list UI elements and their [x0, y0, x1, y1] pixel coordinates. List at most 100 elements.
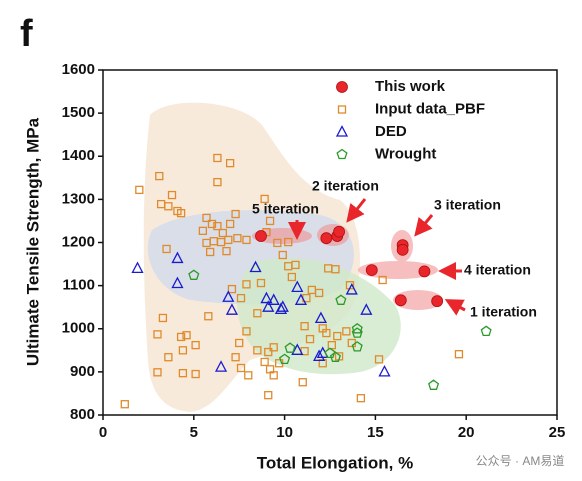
point: [329, 351, 341, 362]
watermark: 公众号 · AM易道: [476, 454, 565, 468]
point: [324, 347, 336, 359]
point: [262, 300, 275, 312]
point: [224, 235, 233, 245]
point: [191, 369, 200, 379]
point: [158, 313, 168, 323]
point: [256, 278, 266, 288]
point: [396, 243, 409, 256]
point: [178, 369, 188, 378]
x-axis-title: Total Elongation, %: [257, 453, 413, 472]
point: [300, 322, 309, 331]
point: [314, 311, 327, 324]
point: [164, 353, 173, 362]
annotation: 1 iteration: [470, 304, 537, 320]
annotation: 5 iteration: [252, 201, 319, 217]
point: [333, 225, 345, 238]
y-tick-label: 1100: [62, 277, 95, 294]
point: [188, 269, 200, 280]
point: [253, 309, 262, 318]
point: [342, 327, 351, 336]
point: [213, 153, 222, 163]
point: [249, 260, 262, 273]
point: [236, 293, 246, 303]
point: [264, 391, 273, 400]
point: [204, 312, 213, 321]
point: [176, 332, 186, 342]
point: [269, 343, 278, 352]
point: [167, 190, 177, 200]
point: [378, 275, 387, 285]
point: [374, 355, 384, 364]
point: [153, 330, 162, 339]
point: [291, 280, 304, 293]
point: [294, 293, 308, 305]
point: [265, 216, 275, 226]
point: [314, 288, 324, 298]
point: [418, 265, 431, 278]
point: [242, 327, 251, 336]
point: [222, 290, 235, 302]
y-tick-label: 900: [70, 363, 95, 380]
point: [182, 331, 191, 340]
point: [394, 294, 407, 307]
y-axis-title: Ultimate Tensile Strength, MPa: [23, 117, 42, 366]
point: [242, 235, 251, 245]
point: [178, 346, 188, 355]
point: [227, 284, 237, 294]
point: [273, 238, 282, 248]
point: [236, 363, 246, 373]
point: [269, 371, 278, 380]
point: [287, 272, 297, 282]
y-tick-label: 1200: [62, 233, 95, 250]
legend-marker: [336, 81, 348, 93]
point: [335, 294, 347, 305]
point: [233, 234, 242, 243]
point: [260, 357, 269, 367]
y-tick-label: 800: [70, 406, 95, 423]
point: [276, 300, 289, 312]
point: [428, 379, 440, 390]
y-tick-label: 1000: [62, 320, 95, 337]
point: [153, 368, 162, 377]
legend-marker: [336, 148, 348, 160]
point: [164, 202, 173, 211]
point: [218, 228, 228, 238]
x-tick-label: 25: [549, 424, 566, 441]
arrows: [288, 198, 466, 316]
point: [264, 347, 273, 357]
point: [176, 209, 186, 218]
point: [242, 280, 251, 289]
point: [356, 394, 366, 403]
point: [279, 353, 291, 365]
point: [327, 340, 336, 350]
x-tick-label: 20: [458, 424, 475, 441]
legend-marker: [335, 125, 349, 137]
point: [324, 264, 333, 273]
point: [131, 261, 144, 274]
point: [284, 342, 296, 353]
y-tick-label: 1400: [62, 147, 95, 164]
annotation: 4 iteration: [464, 262, 531, 278]
point: [155, 171, 164, 181]
point: [454, 350, 464, 359]
point: [244, 371, 253, 380]
point: [351, 323, 363, 334]
point: [191, 340, 200, 350]
y-tick-label: 1600: [62, 61, 95, 78]
point: [284, 237, 293, 247]
point: [225, 219, 235, 229]
point: [260, 291, 273, 304]
point: [135, 185, 144, 195]
y-tick-label: 1500: [62, 104, 95, 121]
legend-marker: [337, 105, 347, 114]
point: [231, 353, 240, 362]
point: [213, 221, 222, 231]
legend-label: This work: [375, 78, 446, 95]
x-tick-label: 15: [367, 424, 384, 441]
point: [213, 177, 222, 187]
y-tick-label: 1300: [62, 190, 95, 207]
point: [480, 325, 492, 337]
point: [205, 247, 215, 257]
point: [225, 303, 239, 315]
